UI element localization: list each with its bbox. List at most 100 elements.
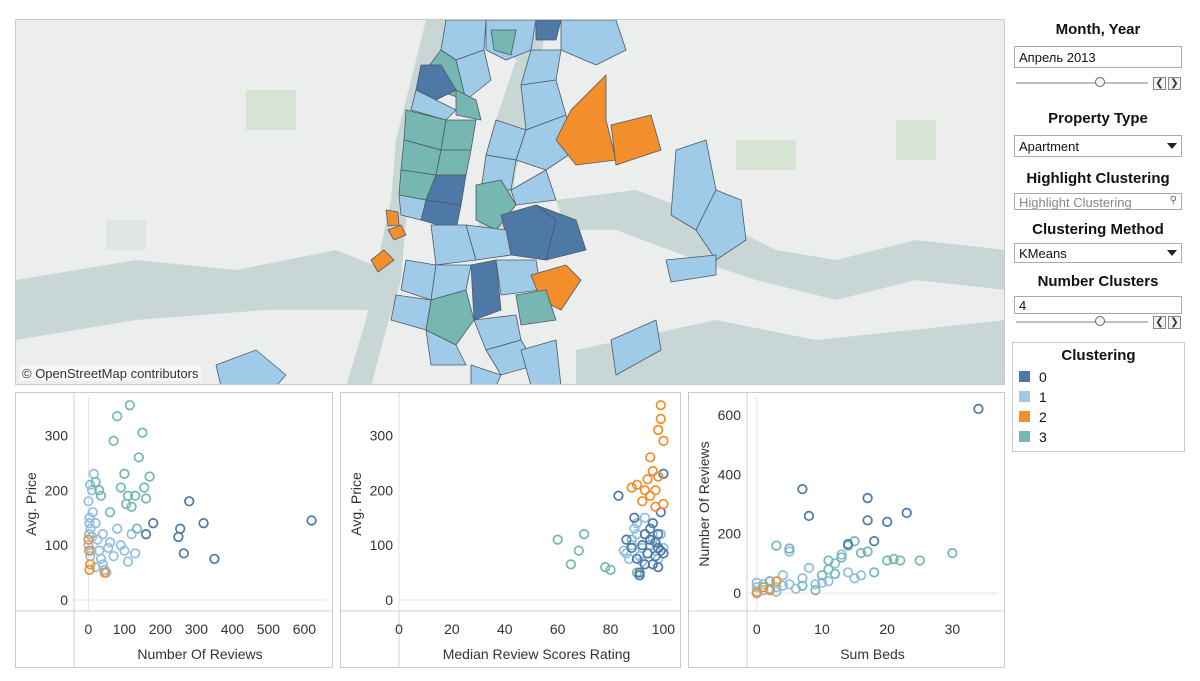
scatter-point-cluster-3 [95, 490, 107, 501]
map-region[interactable] [535, 20, 562, 41]
number-clusters-field[interactable]: 4 [1014, 296, 1182, 314]
scatter-point-cluster-3 [914, 555, 925, 566]
scatter-point-cluster-1 [112, 523, 123, 534]
map-region[interactable] [515, 114, 577, 171]
map-region[interactable] [385, 209, 400, 227]
map-attribution[interactable]: © OpenStreetMap contributors [20, 366, 201, 381]
step-forward-button[interactable]: ❯ [1168, 77, 1181, 90]
scatter-point-cluster-3 [90, 476, 101, 488]
scatter-point-cluster-3 [855, 547, 867, 559]
map-region[interactable] [387, 224, 407, 241]
property-type-select[interactable]: Apartment [1014, 135, 1182, 157]
map-region[interactable] [610, 114, 662, 166]
slider-track [1016, 321, 1148, 323]
x-tick-label: 100 [652, 621, 676, 637]
scatter-reviews-vs-price[interactable]: 0 100 200 300 400 500 600 0 100 200 300 Number Of R… [15, 392, 333, 668]
scatter-point-cluster-3 [882, 555, 893, 566]
scatter-point-cluster-0 [178, 548, 189, 559]
y-tick-label: 0 [733, 585, 741, 601]
scatter-point-cluster-2 [771, 576, 782, 587]
scatter-point-cluster-1 [836, 549, 847, 560]
highlight-clustering-input[interactable]: Highlight Clustering ⚲ [1014, 193, 1182, 210]
scatter-chart-svg: 0 10 20 30 0 200 400 600 Sum Beds Number Of Revie… [689, 393, 1004, 667]
scatter-point-cluster-3 [784, 543, 795, 554]
map-region[interactable] [370, 249, 395, 273]
scatter-point-cluster-1 [130, 548, 141, 559]
map-region[interactable] [465, 224, 512, 261]
scatter-point-cluster-3 [115, 482, 126, 493]
month-year-slider[interactable] [1016, 76, 1148, 90]
map-region[interactable] [470, 259, 502, 321]
scatter-point-cluster-2 [83, 534, 94, 545]
scatter-point-cluster-3 [140, 493, 152, 504]
legend-swatch [1019, 371, 1030, 382]
scatter-point-cluster-3 [552, 534, 563, 545]
y-axis-title: Avg. Price [23, 472, 39, 536]
scatter-point-cluster-3 [130, 490, 141, 501]
y-tick-label: 100 [370, 537, 394, 553]
map-canvas[interactable] [16, 20, 1005, 385]
scatter-rating-vs-price[interactable]: 0 20 40 60 80 100 0 100 200 300 Median Review Scor… [340, 392, 681, 668]
map-region[interactable] [435, 149, 472, 176]
clustering-legend: Clustering 0 1 2 3 [1012, 342, 1185, 452]
map-region[interactable] [560, 20, 627, 66]
scatter-beds-vs-reviews[interactable]: 0 10 20 30 0 200 400 600 Sum Beds Number Of Revie… [688, 392, 1005, 668]
scatter-point-cluster-0 [634, 570, 645, 581]
map-region[interactable] [390, 294, 432, 331]
scatter-point-cluster-3 [862, 546, 873, 557]
scatter-point-cluster-2 [751, 588, 762, 599]
choropleth-map[interactable]: © OpenStreetMap contributors [15, 19, 1005, 385]
month-year-field[interactable]: Апрель 2013 [1014, 46, 1182, 68]
map-region[interactable] [520, 339, 562, 385]
x-tick-label: 100 [113, 621, 137, 637]
map-region[interactable] [455, 89, 482, 121]
scatter-point-cluster-1 [784, 546, 795, 557]
map-region[interactable] [510, 169, 557, 206]
scatter-point-cluster-2 [84, 564, 95, 575]
scatter-point-cluster-0 [647, 518, 658, 529]
number-clusters-slider[interactable] [1016, 315, 1148, 329]
y-tick-label: 200 [718, 526, 742, 542]
y-tick-label: 0 [385, 592, 393, 608]
scatter-point-cluster-0 [652, 542, 664, 554]
scatter-point-cluster-3 [895, 555, 906, 566]
scatter-point-cluster-0 [629, 512, 640, 523]
scatter-point-cluster-1 [823, 576, 834, 587]
x-axis-title: Median Review Scores Rating [443, 646, 631, 662]
step-forward-button[interactable]: ❯ [1168, 316, 1181, 329]
clustering-method-select[interactable]: KMeans [1014, 243, 1182, 263]
scatter-point-cluster-3 [573, 545, 584, 556]
scatter-point-cluster-3 [829, 568, 841, 579]
map-region[interactable] [425, 329, 467, 366]
y-tick-label: 0 [60, 592, 68, 608]
scatter-point-cluster-2 [639, 485, 651, 496]
scatter-point-cluster-2 [626, 482, 637, 493]
map-region[interactable] [535, 204, 587, 261]
map-region[interactable] [410, 89, 457, 121]
map-region[interactable] [490, 29, 517, 56]
map-region[interactable] [470, 364, 502, 385]
map-region[interactable] [440, 119, 477, 151]
map-region[interactable] [398, 194, 427, 221]
search-icon: ⚲ [1169, 195, 1177, 206]
scatter-point-cluster-3 [947, 547, 958, 559]
map-region[interactable] [455, 49, 492, 101]
map-region[interactable] [515, 289, 557, 326]
scatter-point-cluster-1 [637, 556, 648, 567]
scatter-point-cluster-1 [621, 548, 632, 559]
y-tick-label: 200 [370, 482, 394, 498]
scatter-point-cluster-1 [639, 512, 651, 523]
scatter-point-cluster-0 [882, 516, 893, 527]
map-region[interactable] [665, 254, 717, 283]
slider-thumb[interactable] [1095, 77, 1106, 87]
month-year-title: Month, Year [1055, 21, 1141, 38]
map-region[interactable] [215, 349, 287, 385]
map-region[interactable] [400, 259, 437, 301]
map-region[interactable] [610, 319, 662, 376]
scatter-point-cluster-1 [631, 518, 643, 529]
map-park [896, 120, 936, 160]
map-region[interactable] [415, 64, 457, 101]
slider-thumb[interactable] [1095, 316, 1106, 326]
step-back-button[interactable]: ❮ [1153, 316, 1166, 329]
step-back-button[interactable]: ❮ [1153, 77, 1166, 90]
